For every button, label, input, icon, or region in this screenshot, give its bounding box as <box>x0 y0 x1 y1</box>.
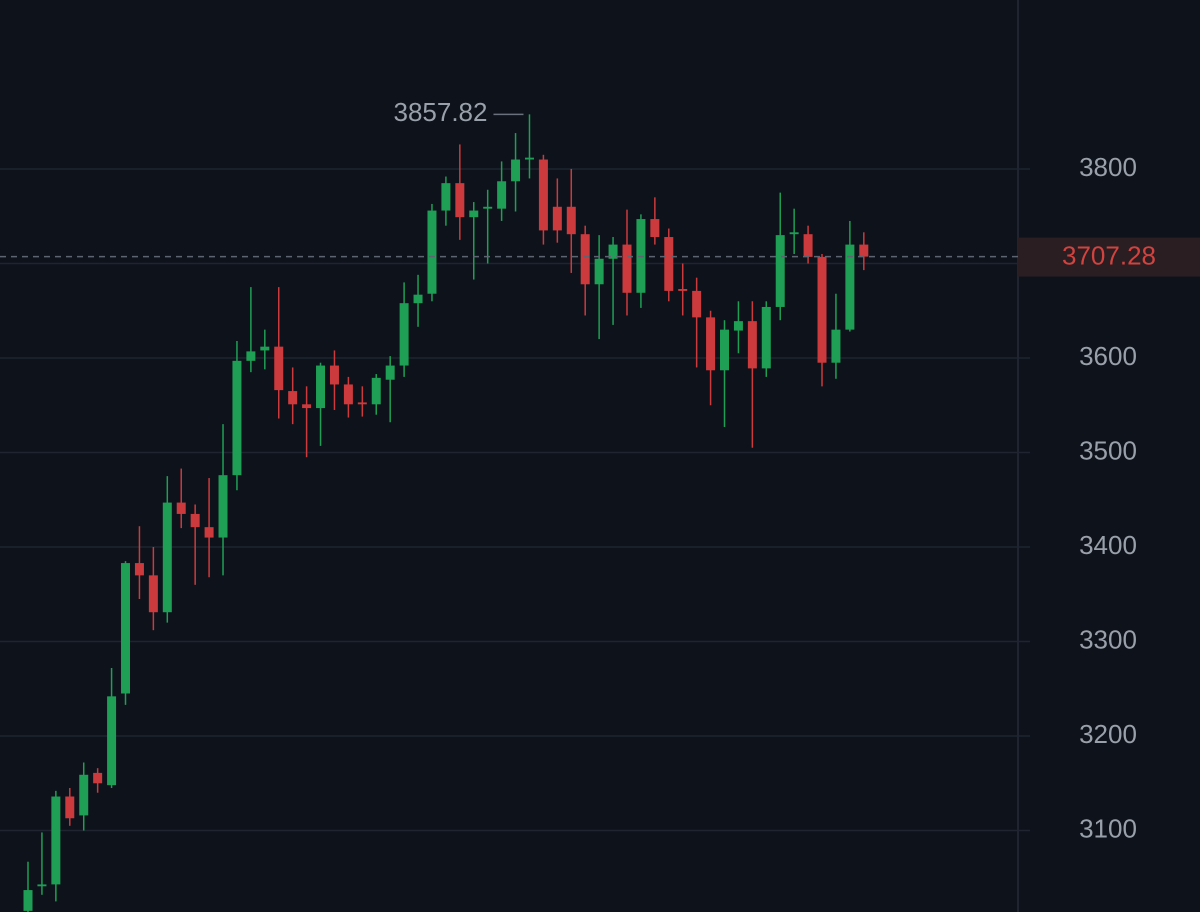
last-price-box <box>1018 237 1200 277</box>
candle-body <box>678 289 688 291</box>
candle-body <box>148 575 158 613</box>
candle-body <box>775 235 785 307</box>
candle-body <box>204 527 214 538</box>
y-tick-label: 3100 <box>1079 813 1137 843</box>
y-tick-label: 3300 <box>1079 624 1137 654</box>
candle-body <box>121 563 131 694</box>
candle-body <box>455 183 465 218</box>
candle-body <box>483 206 493 209</box>
candle-body <box>720 329 729 371</box>
candle-body <box>650 219 660 238</box>
candle-body <box>789 232 799 235</box>
y-tick-label: 3800 <box>1079 152 1137 182</box>
candle-body <box>761 306 771 369</box>
candle-body <box>524 157 534 160</box>
candle-body <box>37 884 47 887</box>
candle-body <box>538 159 548 231</box>
candle-body <box>107 696 117 786</box>
candle-body <box>511 159 521 182</box>
candle-body <box>566 206 576 235</box>
candle-body <box>497 181 507 209</box>
candle-body <box>469 210 479 218</box>
max-label: 3857.82 <box>393 97 487 127</box>
candle-body <box>622 244 632 293</box>
candle-body <box>79 774 89 816</box>
candle-body <box>580 234 590 285</box>
candles <box>23 114 869 912</box>
candle-body <box>260 346 270 351</box>
y-tick-label: 3500 <box>1079 435 1137 465</box>
y-tick-label: 3200 <box>1079 719 1137 749</box>
candle-body <box>552 206 562 231</box>
overlay: 310032003300340035003600370038003857.823… <box>0 97 1200 843</box>
candle-body <box>747 321 757 369</box>
candle-body <box>162 502 172 613</box>
candle-body <box>817 256 827 363</box>
candle-body <box>733 321 743 331</box>
candle-body <box>302 404 312 409</box>
candle-body <box>399 303 409 366</box>
candle-body <box>594 258 604 285</box>
candle-body <box>845 244 855 330</box>
y-tick-label: 3600 <box>1079 341 1137 371</box>
candle-body <box>692 290 702 318</box>
candle-body <box>93 772 103 784</box>
candle-body <box>246 351 256 361</box>
candle-body <box>441 183 451 211</box>
last-price-label: 3707.28 <box>1062 240 1156 270</box>
candle-body <box>357 402 367 405</box>
candle-body <box>232 360 242 476</box>
candle-body <box>274 346 284 391</box>
candle-body <box>329 365 339 385</box>
y-tick-label: 3400 <box>1079 530 1137 560</box>
candle-body <box>23 890 33 911</box>
candle-body <box>51 796 61 885</box>
candle-body <box>706 317 716 371</box>
candle-body <box>608 244 618 259</box>
candle-body <box>65 796 75 819</box>
candle-body <box>176 502 186 514</box>
candle-body <box>803 234 813 257</box>
candle-body <box>664 237 674 291</box>
candle-body <box>218 475 228 538</box>
candle-body <box>343 384 353 405</box>
candle-body <box>427 210 437 294</box>
candle-body <box>413 294 423 304</box>
candle-body <box>859 244 869 257</box>
candle-body <box>385 365 395 380</box>
candle-body <box>288 391 298 405</box>
candle-body <box>134 563 144 576</box>
candle-body <box>831 329 841 363</box>
candle-body <box>316 365 326 409</box>
candle-body <box>371 377 381 405</box>
candle-body <box>190 513 200 528</box>
